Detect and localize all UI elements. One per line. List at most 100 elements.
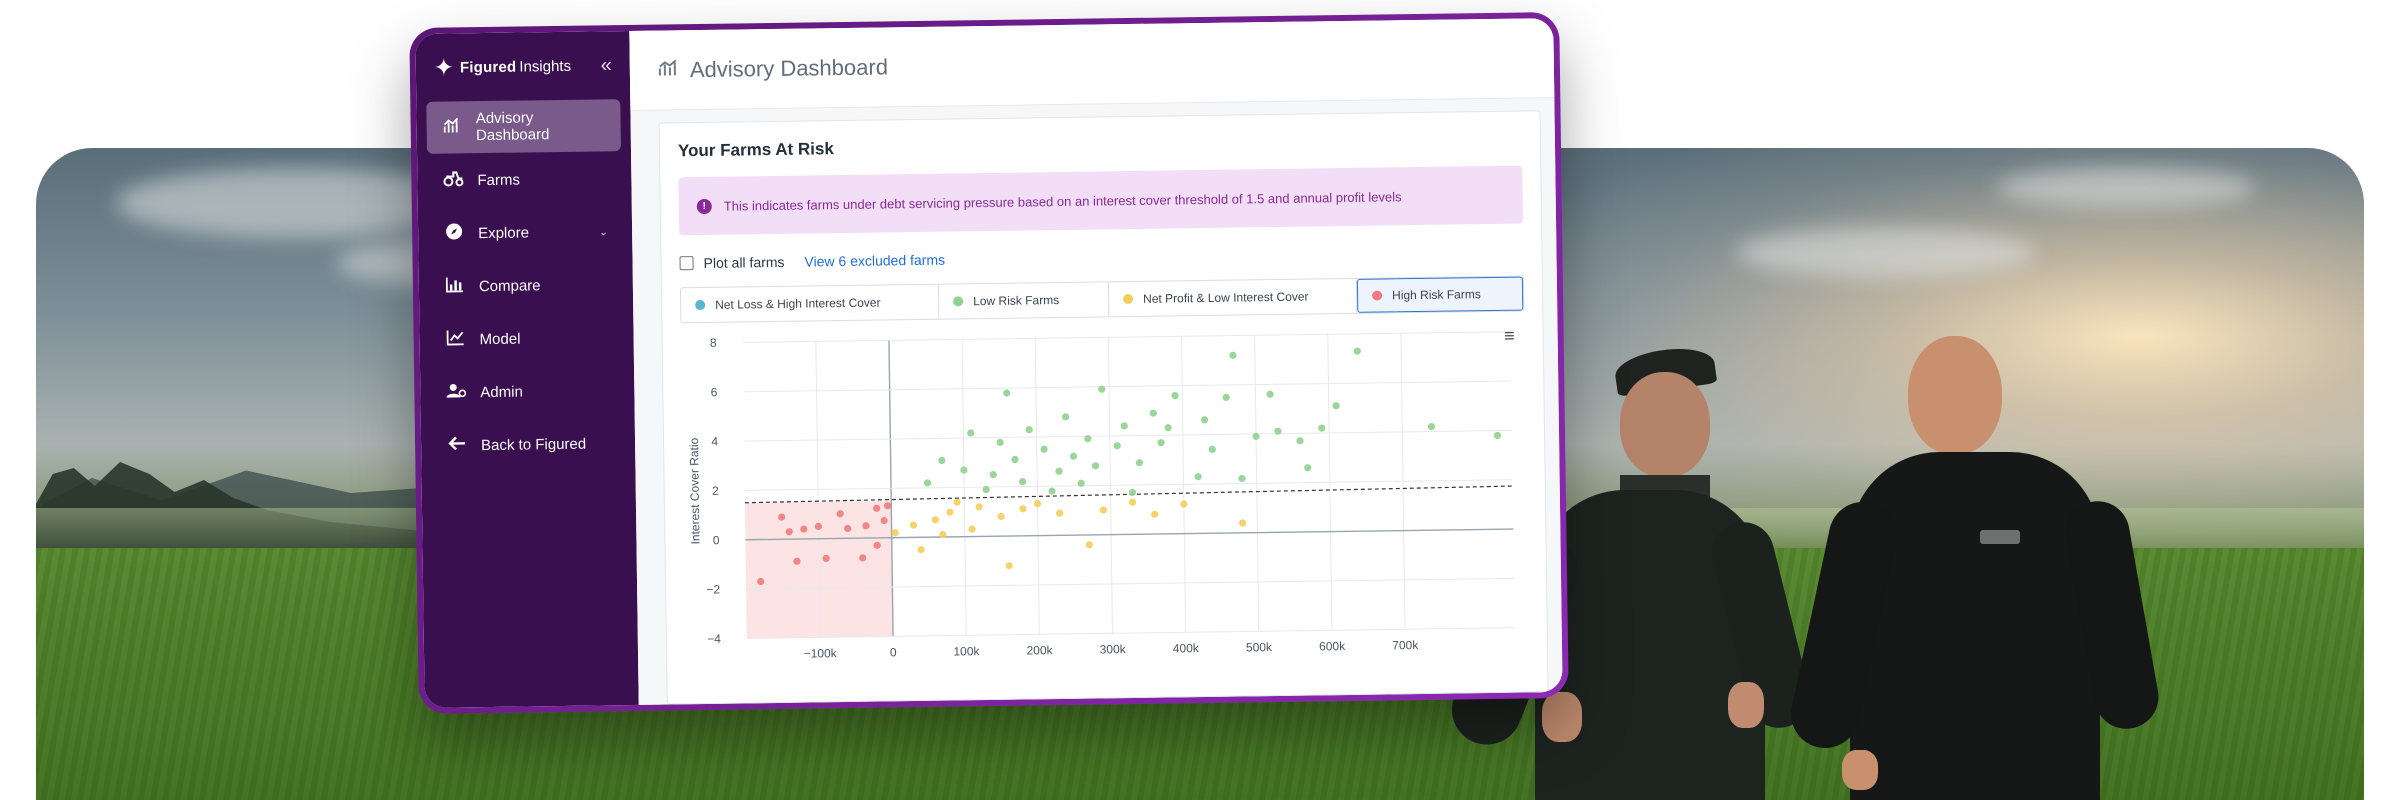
y-tick-label: 6 (711, 385, 718, 399)
data-point (1056, 509, 1064, 517)
x-tick-label: 400k (1173, 641, 1200, 655)
header: Advisory Dashboard (629, 18, 1555, 111)
data-point (1427, 422, 1436, 431)
x-tick-label: 300k (1100, 642, 1127, 656)
data-point (923, 479, 932, 487)
farmer-right (1784, 330, 2164, 800)
sidebar-item-back-to-figured[interactable]: Back to Figured (431, 417, 626, 472)
data-point (1128, 488, 1137, 497)
data-point (996, 438, 1004, 447)
data-point (939, 530, 947, 539)
sidebar-item-advisory-dashboard[interactable]: Advisory Dashboard (426, 99, 622, 154)
sidebar-item-explore[interactable]: Explore ⌄ (428, 205, 623, 260)
data-point (1129, 498, 1137, 506)
sidebar-item-compare[interactable]: Compare (429, 258, 624, 313)
data-point (873, 541, 881, 549)
sidebar-item-label: Model (479, 330, 521, 348)
data-point (814, 522, 823, 530)
data-point (1077, 479, 1085, 487)
sidebar-nav: Advisory Dashboard Farms Explore ⌄ (426, 99, 625, 473)
brand-name: Figured (459, 58, 517, 76)
sidebar-item-label: Advisory Dashboard (475, 109, 550, 145)
sidebar-item-label: Back to Figured (480, 435, 587, 454)
data-point (960, 466, 968, 474)
bar-chart-icon (443, 276, 467, 297)
chevron-down-icon[interactable]: ⌄ (598, 225, 609, 238)
data-point (1048, 487, 1056, 495)
sidebar-item-farms[interactable]: Farms (427, 152, 622, 207)
data-point (1332, 402, 1340, 410)
data-point (793, 557, 801, 565)
y-gridline (744, 479, 1513, 491)
data-point (1252, 432, 1260, 441)
data-point (946, 508, 954, 516)
data-point (1239, 519, 1247, 527)
x-tick-label: 200k (1026, 643, 1053, 657)
y-tick-label: −2 (706, 582, 720, 596)
legend-item-net-profit[interactable]: Net Profit & Low Interest Cover (1108, 278, 1358, 317)
data-point (800, 525, 808, 533)
data-point (1318, 424, 1326, 432)
sidebar-item-label: Compare (478, 276, 541, 295)
figured-logo-icon: ✦ (433, 53, 455, 82)
data-point (1164, 424, 1172, 432)
sidebar-item-model[interactable]: Model (429, 311, 624, 366)
data-point (880, 516, 888, 525)
chart-controls: Plot all farms View 6 excluded farms (679, 240, 1523, 276)
data-point (1069, 452, 1078, 460)
legend-item-high-risk[interactable]: High Risk Farms (1356, 276, 1524, 313)
data-point (1019, 478, 1027, 486)
legend-dot (1123, 293, 1134, 305)
data-point (1208, 445, 1216, 453)
view-excluded-link[interactable]: View 6 excluded farms (804, 251, 946, 270)
y-gridline (746, 627, 1515, 639)
data-point (757, 577, 765, 586)
sidebar-item-admin[interactable]: Admin (430, 364, 625, 419)
data-point (1113, 442, 1121, 450)
data-point (967, 429, 975, 437)
legend-label: Net Profit & Low Interest Cover (1143, 289, 1309, 306)
x-tick-label: 100k (953, 644, 980, 658)
data-point (1222, 393, 1230, 401)
data-point (836, 510, 844, 518)
data-point (1055, 467, 1063, 475)
double-chevron-left-icon[interactable]: « (600, 53, 612, 76)
x-tick-label: 0 (890, 645, 897, 659)
data-point (884, 502, 892, 510)
sidebar-item-label: Explore (478, 223, 530, 242)
data-point (1180, 500, 1188, 508)
legend-dot (953, 296, 964, 307)
legend-item-net-loss[interactable]: Net Loss & High Interest Cover (680, 284, 940, 323)
data-point (1025, 426, 1033, 434)
plot-all-label[interactable]: Plot all farms (703, 253, 785, 271)
legend-item-low-risk[interactable]: Low Risk Farms (938, 282, 1110, 319)
data-point (1149, 409, 1157, 417)
data-point (1493, 431, 1502, 440)
data-point (1151, 510, 1159, 518)
x-tick-label: −100k (804, 646, 838, 660)
data-point (1098, 385, 1106, 393)
data-point (1296, 437, 1304, 445)
plot-all-checkbox[interactable] (679, 256, 694, 271)
x-tick-label: 700k (1392, 638, 1419, 652)
data-point (1201, 416, 1209, 424)
data-point (982, 485, 990, 494)
data-point (1266, 390, 1274, 398)
y-tick-label: −4 (707, 632, 721, 646)
data-point (1274, 427, 1282, 435)
data-point (1033, 500, 1042, 508)
legend-dot (1372, 290, 1383, 301)
data-point (953, 498, 961, 506)
page-title: Advisory Dashboard (689, 53, 889, 82)
legend-label: Net Loss & High Interest Cover (715, 295, 881, 312)
data-point (931, 516, 939, 524)
hamburger-menu-icon[interactable]: ≡ (1504, 325, 1515, 346)
brand[interactable]: ✦ Figured Insights « (426, 45, 621, 88)
data-point (989, 471, 997, 479)
x-tick-label: 500k (1246, 640, 1273, 654)
scatter-plot-svg: −100k 0 100k 200k 300k 400k 500k 600k 700k −4 −2 0 2… (687, 331, 1515, 661)
data-point (909, 521, 918, 529)
data-point (822, 554, 830, 562)
data-point (1019, 505, 1027, 513)
data-point (873, 504, 881, 512)
